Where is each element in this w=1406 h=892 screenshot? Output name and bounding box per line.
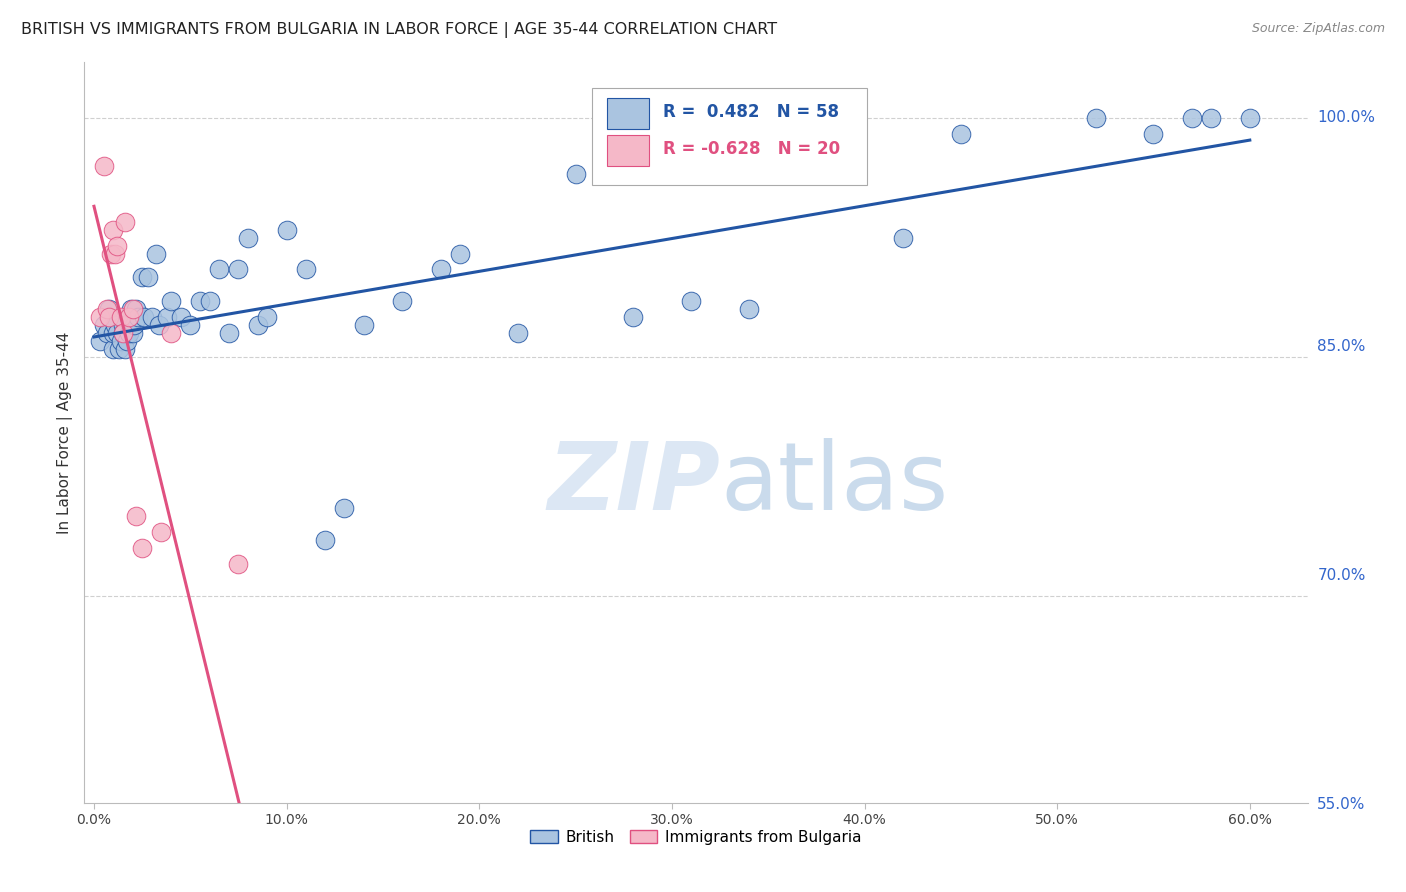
Point (276, 222, 298, 236)
Point (148, 318, 170, 333)
Point (1142, 127, 1164, 141)
Point (110, 310, 132, 325)
Point (295, 262, 318, 277)
Point (564, 167, 586, 181)
Point (236, 230, 259, 244)
Point (108, 342, 131, 356)
Point (1199, 111, 1222, 125)
FancyBboxPatch shape (592, 88, 868, 185)
Point (103, 222, 125, 236)
Point (949, 127, 972, 141)
Point (132, 310, 155, 325)
Text: R = -0.628   N = 20: R = -0.628 N = 20 (664, 140, 839, 158)
Text: BRITISH VS IMMIGRANTS FROM BULGARIA IN LABOR FORCE | AGE 35-44 CORRELATION CHART: BRITISH VS IMMIGRANTS FROM BULGARIA IN L… (21, 22, 778, 38)
Point (218, 326, 240, 340)
Point (131, 541, 153, 555)
Point (115, 334, 138, 348)
Point (145, 246, 167, 260)
Point (114, 342, 136, 356)
Point (118, 326, 141, 340)
Point (105, 238, 128, 252)
Point (89, 334, 111, 348)
Point (621, 310, 644, 325)
Point (160, 326, 183, 340)
Point (136, 270, 159, 285)
Point (156, 310, 179, 325)
Y-axis label: In Labor Force | Age 35-44: In Labor Force | Age 35-44 (58, 332, 73, 533)
Point (170, 310, 193, 325)
FancyBboxPatch shape (606, 98, 650, 129)
Point (118, 310, 141, 325)
Point (93, 159, 115, 173)
Point (103, 326, 125, 340)
Point (228, 262, 250, 277)
Point (93, 318, 115, 333)
Point (179, 318, 201, 333)
Point (127, 310, 149, 325)
Point (121, 326, 143, 340)
Point (449, 246, 471, 260)
Text: atlas: atlas (720, 439, 949, 531)
Text: ZIP: ZIP (547, 439, 720, 531)
Point (738, 302, 761, 317)
Point (188, 820, 211, 834)
Point (208, 262, 231, 277)
Point (105, 326, 128, 340)
Point (111, 326, 134, 340)
Point (103, 342, 125, 356)
Point (100, 246, 122, 260)
Point (333, 501, 356, 516)
Point (141, 310, 163, 325)
Point (256, 310, 278, 325)
Point (120, 302, 142, 317)
Point (111, 318, 134, 333)
Point (98, 310, 121, 325)
Point (160, 294, 183, 309)
Point (228, 557, 250, 571)
Point (1181, 111, 1204, 125)
Legend: British, Immigrants from Bulgaria: British, Immigrants from Bulgaria (524, 823, 868, 851)
Point (681, 294, 703, 309)
Point (1084, 111, 1107, 125)
Point (96, 326, 118, 340)
Point (121, 302, 143, 317)
Point (104, 318, 127, 333)
Point (506, 326, 529, 340)
Point (89, 310, 111, 325)
Point (114, 214, 136, 228)
Point (124, 318, 146, 333)
Point (98, 302, 121, 317)
Point (891, 230, 914, 244)
Point (246, 318, 269, 333)
Text: R =  0.482   N = 58: R = 0.482 N = 58 (664, 103, 839, 121)
Point (429, 262, 451, 277)
Point (104, 246, 127, 260)
Point (111, 326, 134, 340)
Point (131, 270, 153, 285)
Point (150, 525, 173, 540)
Point (198, 294, 221, 309)
Point (1239, 111, 1261, 125)
Point (188, 294, 211, 309)
Point (391, 294, 413, 309)
Point (314, 533, 336, 547)
Point (353, 318, 375, 333)
FancyBboxPatch shape (606, 135, 650, 166)
Text: Source: ZipAtlas.com: Source: ZipAtlas.com (1251, 22, 1385, 36)
Point (110, 334, 132, 348)
Point (96, 302, 118, 317)
Point (125, 302, 148, 317)
Point (125, 509, 148, 524)
